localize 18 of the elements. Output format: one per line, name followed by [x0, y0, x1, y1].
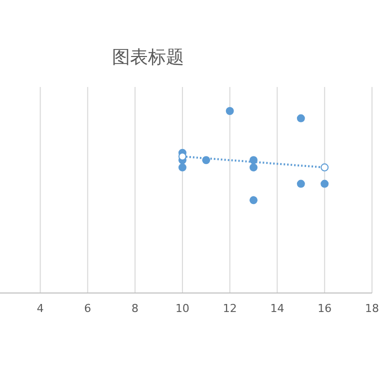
x-tick-label: 4 — [36, 302, 44, 315]
x-tick-label: 18 — [365, 302, 379, 315]
point — [178, 152, 186, 160]
point — [296, 180, 305, 188]
point — [320, 163, 329, 172]
point — [296, 114, 305, 122]
point — [320, 180, 329, 188]
point — [178, 163, 186, 172]
x-tick-label: 10 — [175, 302, 190, 315]
x-tick-label: 12 — [222, 302, 237, 315]
x-tick-label: 8 — [132, 302, 139, 315]
chart-title: 图表标题 — [112, 47, 184, 68]
point — [250, 196, 258, 204]
x-tick-label: 16 — [318, 302, 332, 315]
x-tick-label: 14 — [270, 302, 284, 315]
point — [226, 107, 234, 115]
point — [250, 163, 258, 172]
x-tick-label: 6 — [84, 302, 92, 315]
